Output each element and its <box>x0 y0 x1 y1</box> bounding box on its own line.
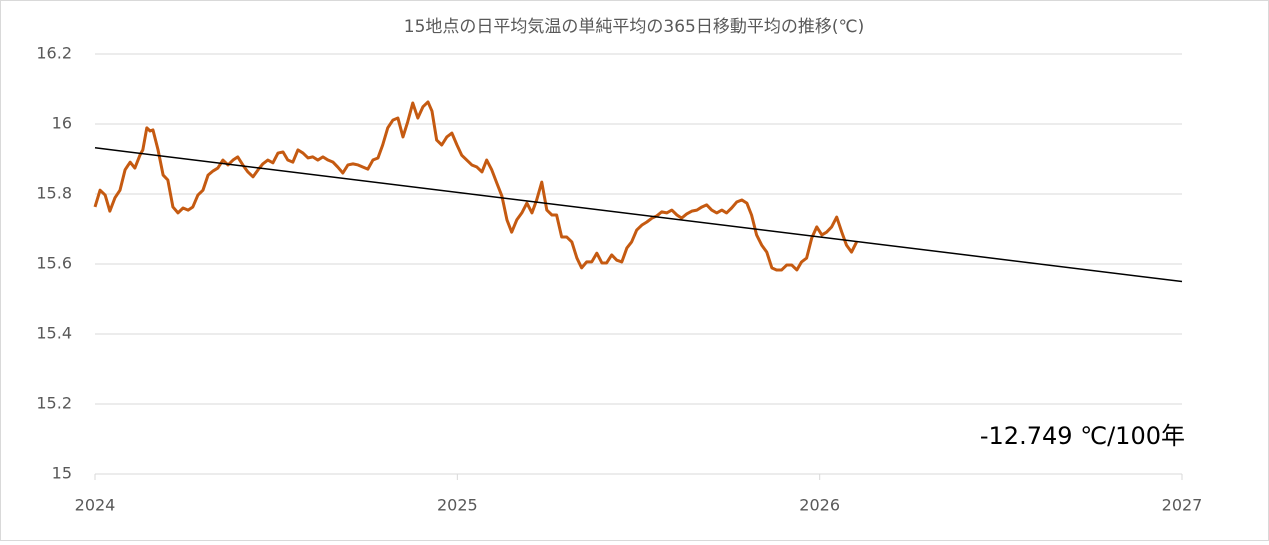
x-tick-label: 2025 <box>437 496 478 515</box>
y-tick-label: 15.4 <box>36 324 72 343</box>
y-tick-label: 15.8 <box>36 184 72 203</box>
x-tick-label: 2024 <box>75 496 116 515</box>
data-line <box>93 100 858 272</box>
y-tick-label: 15 <box>52 464 72 483</box>
y-tick-label: 15.6 <box>36 254 72 273</box>
annotation: -12.749 ℃/100年 <box>980 422 1185 450</box>
y-tick-label: 16.2 <box>36 44 72 63</box>
y-tick-label: 16 <box>52 114 72 133</box>
trend-line <box>94 147 1183 283</box>
x-tick-label: 2027 <box>1162 496 1203 515</box>
x-tick-label: 2026 <box>799 496 840 515</box>
chart-title: 15地点の日平均気温の単純平均の365日移動平均の推移(℃) <box>404 17 864 37</box>
y-tick-label: 15.2 <box>36 394 72 413</box>
